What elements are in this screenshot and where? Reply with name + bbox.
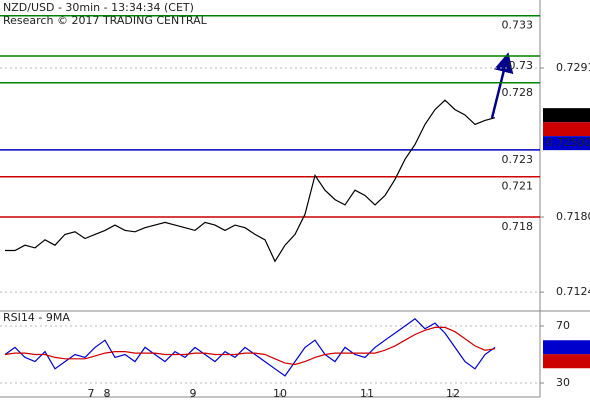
price-tag-label: 0.72500 xyxy=(546,136,590,149)
x-tick-label: 12 xyxy=(446,387,460,400)
level-label: 0.728 xyxy=(502,86,534,99)
chart-subtitle: Research © 2017 TRADING CENTRAL xyxy=(3,14,208,27)
y-tick-label: 70 xyxy=(556,319,570,332)
level-label: 0.73 xyxy=(509,59,534,72)
rsi-title: RSI14 - 9MA xyxy=(3,311,70,324)
y-tick-label: 0.7291 xyxy=(556,61,590,74)
x-tick-label: 10 xyxy=(273,387,287,400)
price-tag xyxy=(543,122,590,137)
price-tag xyxy=(543,340,590,355)
price-tag xyxy=(543,354,590,369)
x-tick-label: 11 xyxy=(360,387,374,400)
level-label: 0.723 xyxy=(502,153,534,166)
forecast-arrow xyxy=(490,52,514,119)
level-label: 0.718 xyxy=(502,220,534,233)
series-line xyxy=(5,99,496,263)
level-label: 0.721 xyxy=(502,180,534,193)
x-tick-label: 7 xyxy=(88,387,95,400)
price-tag xyxy=(543,136,590,151)
x-tick-label: 9 xyxy=(190,387,197,400)
chart-title: NZD/USD - 30min - 13:34:34 (CET) xyxy=(3,1,194,14)
y-tick-label: 30 xyxy=(556,376,570,389)
y-tick-label: 0.7124 xyxy=(556,285,590,298)
series-line xyxy=(4,326,496,366)
series-line xyxy=(4,318,496,377)
x-tick-label: 8 xyxy=(104,387,111,400)
price-tag xyxy=(543,108,590,123)
level-label: 0.733 xyxy=(502,19,534,32)
